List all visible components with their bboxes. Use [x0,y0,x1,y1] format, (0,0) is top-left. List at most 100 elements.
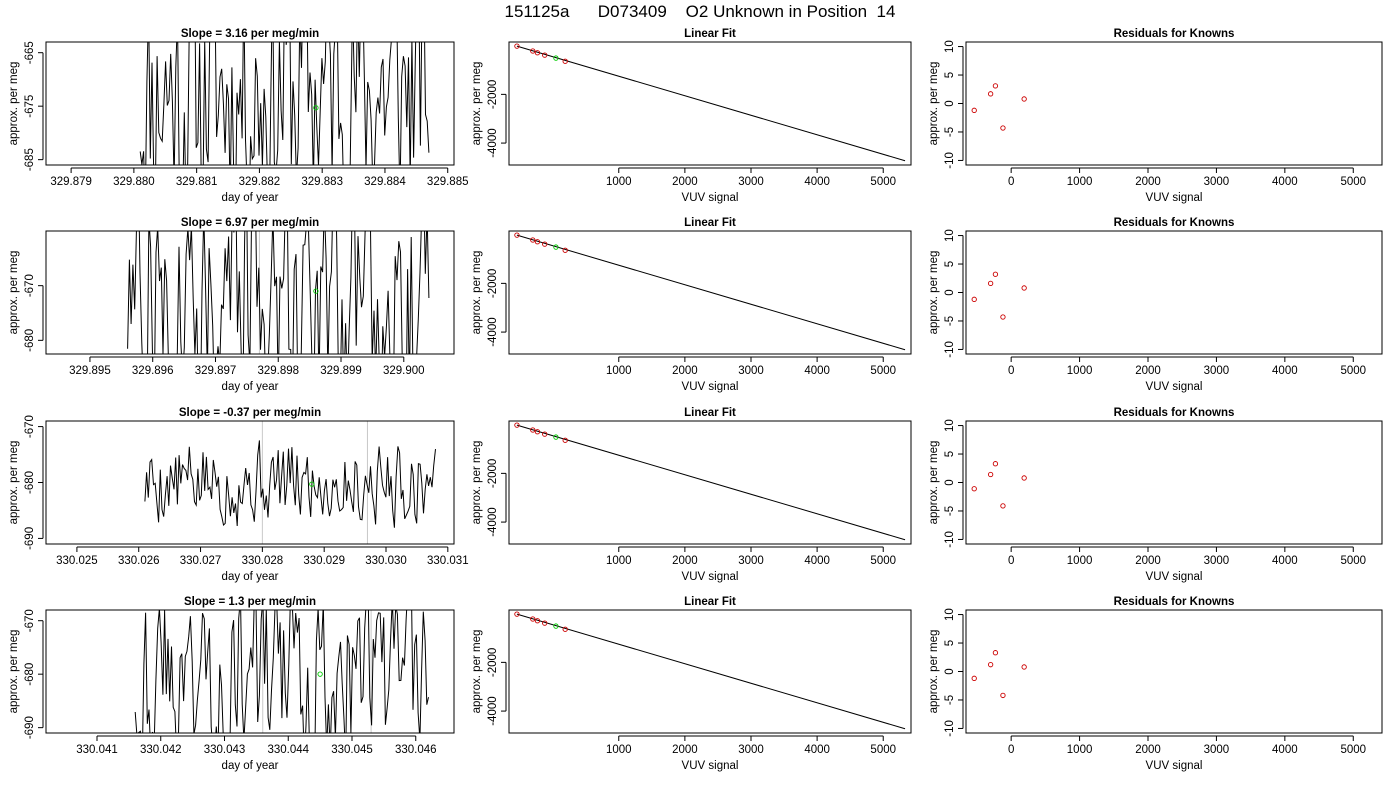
x-tick-label: 329.883 [301,176,343,188]
residual-point [1021,664,1027,670]
known-point [534,50,541,56]
x-tick-label: 5000 [870,744,896,756]
panel-row1-timeseries: Slope = 3.16 per meg/min 329.879 329.880 32… [8,28,469,204]
panel-row4-residuals: Residuals for Knowns 0 1000 2000 3000 4000 500… [928,596,1383,772]
x-tick-label: 330.043 [204,744,246,756]
plot-frame [45,41,455,166]
y-tick-label: 0 [944,100,956,106]
residual-point [987,91,994,97]
unknown-point [313,105,319,111]
known-point [562,626,568,632]
x-tick-label: 0 [1008,176,1014,188]
panel-title: Slope = -0.37 per meg/min [179,407,321,419]
known-point [562,58,568,64]
fit-line [516,424,906,541]
x-axis-label: day of year [222,760,279,772]
y-axis-label: approx. per meg [8,251,20,335]
panel-row2-fit: Linear Fit 1000 2000 3000 4000 5000 VUV signal… [471,217,912,393]
panel-row1-fit: Linear Fit 1000 2000 3000 4000 5000 VUV signal… [471,28,912,204]
fit-line [516,613,906,730]
panel-title: Residuals for Knowns [1114,28,1235,40]
x-tick-label: 329.898 [257,365,299,377]
x-tick-label: 329.896 [132,365,174,377]
x-tick-label: 5000 [1340,555,1366,567]
known-point [514,422,520,428]
y-tick-label: -685 [24,148,36,171]
fit-line [516,45,906,162]
x-tick-label: 330.030 [365,555,407,567]
y-tick-label: 5 [944,72,956,78]
y-tick-label: -690 [24,527,36,550]
residual-point [1000,125,1006,131]
x-tick-label: 4000 [804,365,830,377]
residual-point [987,471,994,478]
x-axis-label: VUV signal [682,381,739,393]
data-trace [139,42,430,165]
data-trace [134,610,429,733]
y-tick-label: -4000 [487,128,499,157]
x-axis-label: VUV signal [682,571,739,583]
y-tick-label: -680 [24,471,36,494]
y-tick-label: -680 [24,663,36,686]
x-tick-label: 2000 [1135,365,1161,377]
x-tick-label: 3000 [1204,555,1230,567]
x-tick-label: 4000 [804,555,830,567]
x-tick-label: 2000 [672,365,698,377]
y-axis-label: approx. per meg [471,251,483,335]
unknown-point [553,623,559,629]
unknown-point [313,288,319,294]
panel-row3-fit: Linear Fit 1000 2000 3000 4000 5000 VUV signal… [471,407,912,583]
panel-row2-timeseries: Slope = 6.97 per meg/min 329.895 329.896 32… [8,217,455,393]
panel-title: Slope = 1.3 per meg/min [184,596,316,608]
x-axis-label: VUV signal [1146,192,1203,204]
residual-point [971,107,977,113]
x-tick-label: 330.028 [242,555,284,567]
known-point [562,247,568,253]
x-axis-label: day of year [222,192,279,204]
y-axis-label: approx. per meg [928,251,940,335]
plot-frame [508,41,912,166]
x-tick-label: 330.045 [331,744,373,756]
residual-point [971,296,977,302]
panel-title: Linear Fit [684,217,736,229]
plot-frame [45,230,455,355]
x-tick-label: 5000 [870,365,896,377]
panel-title: Residuals for Knowns [1114,407,1235,419]
y-tick-label: 5 [944,261,956,267]
fit-line [516,234,906,351]
plot-frame [965,230,1383,355]
residual-point [1021,475,1027,481]
unknown-point [553,434,559,440]
x-tick-label: 329.879 [50,176,92,188]
unknown-point [553,244,559,250]
x-tick-label: 5000 [1340,176,1366,188]
y-axis-label: approx. per meg [8,441,20,525]
y-tick-label: -10 [944,720,956,737]
x-tick-label: 1000 [606,176,632,188]
y-tick-label: -670 [24,415,36,438]
x-tick-label: 4000 [1272,744,1298,756]
known-point [534,239,541,245]
y-tick-label: -2000 [487,80,499,109]
y-tick-label: 0 [944,668,956,674]
y-tick-label: -2000 [487,648,499,677]
y-tick-label: 10 [944,419,956,432]
residual-point [1000,692,1006,699]
x-tick-label: 3000 [1204,176,1230,188]
known-point [530,427,536,433]
known-point [542,52,548,58]
x-tick-label: 0 [1008,555,1014,567]
x-tick-label: 1000 [1067,744,1093,756]
x-tick-label: 330.027 [180,555,222,567]
y-tick-label: -675 [24,95,36,118]
plot-frame [508,230,912,355]
x-tick-label: 4000 [804,176,830,188]
panel-title: Linear Fit [684,28,736,40]
y-tick-label: -670 [24,609,36,632]
x-tick-label: 330.042 [140,744,182,756]
x-tick-label: 2000 [1135,555,1161,567]
y-tick-label: -4000 [487,317,499,346]
y-tick-label: -5 [944,127,956,137]
panel-row1-residuals: Residuals for Knowns 0 1000 2000 3000 4000 500… [928,28,1383,204]
y-tick-label: -4000 [487,696,499,725]
